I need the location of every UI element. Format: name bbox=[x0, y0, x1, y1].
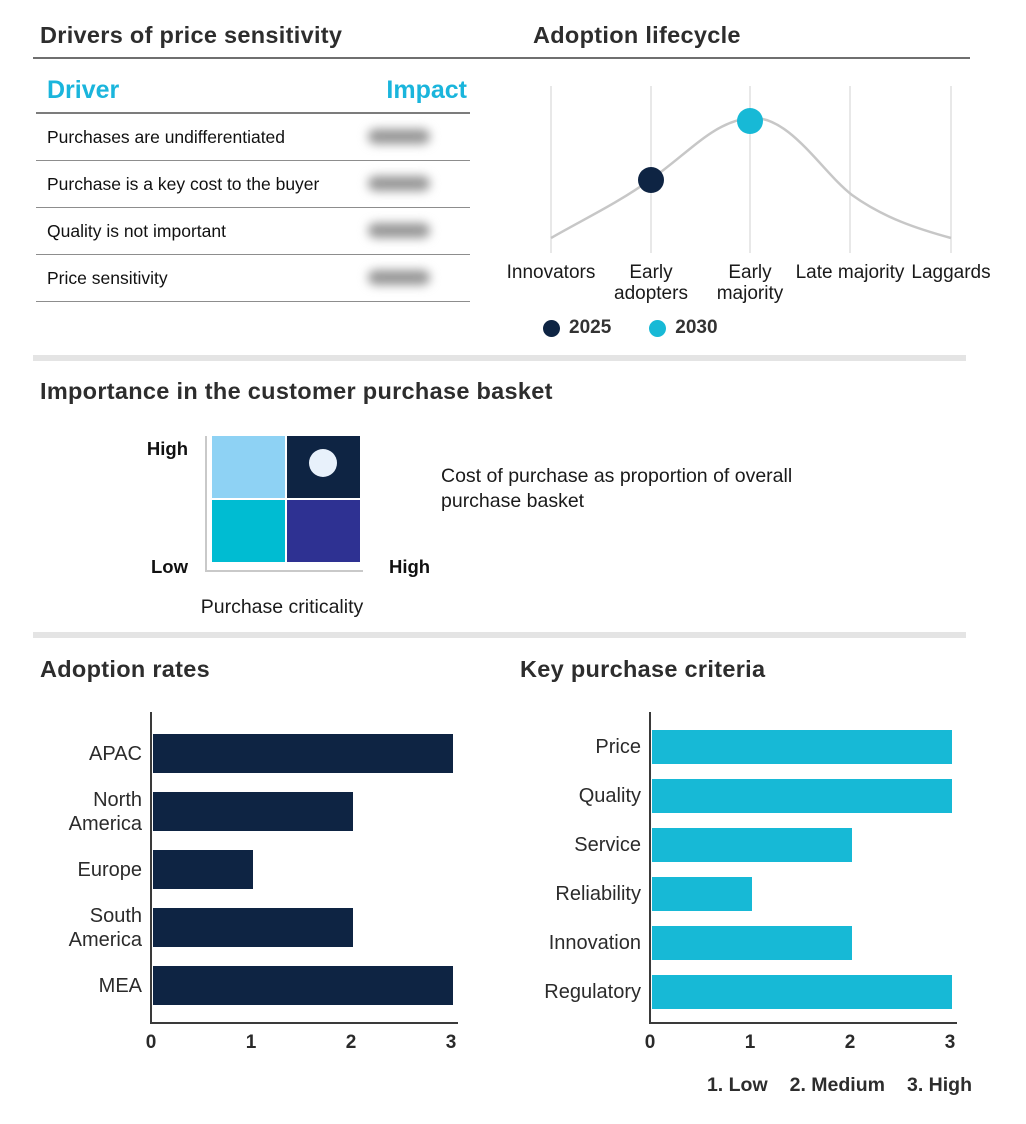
x-tick-label: 3 bbox=[944, 1032, 956, 1053]
impact-cell-blurred bbox=[368, 129, 430, 144]
x-tick-label: 1 bbox=[744, 1032, 756, 1053]
y-axis-line bbox=[649, 712, 651, 1022]
scale-note-medium: 2. Medium bbox=[789, 1074, 885, 1096]
category-label: South America bbox=[68, 904, 142, 951]
lifecycle-category-label: Innovators bbox=[506, 262, 596, 283]
lifecycle-legend: 2025 2030 bbox=[543, 317, 718, 339]
quadrant-bottom-left bbox=[212, 500, 285, 562]
legend-label: 2030 bbox=[675, 317, 718, 338]
matrix-y-axis-line bbox=[205, 436, 207, 572]
legend-label: 2025 bbox=[569, 317, 612, 338]
scale-note-low: 1. Low bbox=[706, 1074, 768, 1096]
quadrant-top-left bbox=[212, 436, 285, 498]
matrix-x-high-label: High bbox=[389, 556, 431, 577]
lifecycle-chart bbox=[550, 86, 952, 253]
category-label: Reliability bbox=[555, 883, 641, 905]
scale-note: 1. Low 2. Medium 3. High bbox=[530, 1074, 972, 1097]
category-label: APAC bbox=[89, 742, 142, 765]
x-tick-label: 2 bbox=[345, 1032, 357, 1053]
table-header: Driver Impact bbox=[47, 76, 467, 105]
bar bbox=[153, 850, 253, 889]
category-label: Regulatory bbox=[544, 981, 641, 1003]
category-label: Service bbox=[574, 834, 641, 856]
adoption-rates-chart: APAC North America Europe South America MEA 0… bbox=[32, 712, 462, 1062]
table-header-rule bbox=[36, 112, 470, 114]
scale-note-high: 3. High bbox=[906, 1074, 972, 1096]
bar bbox=[652, 730, 952, 764]
x-tick-label: 0 bbox=[145, 1032, 157, 1053]
matrix-y-low-label: Low bbox=[151, 556, 188, 577]
price-sensitivity-title: Drivers of price sensitivity bbox=[40, 22, 343, 48]
category-label: Quality bbox=[578, 785, 641, 807]
category-label: MEA bbox=[98, 974, 142, 997]
impact-cell-blurred bbox=[368, 270, 430, 285]
legend-dot-2025 bbox=[543, 319, 560, 337]
adoption-rates-title: Adoption rates bbox=[40, 656, 211, 682]
matrix-x-axis-title: Purchase criticality bbox=[200, 596, 364, 618]
bar bbox=[652, 975, 952, 1009]
lifecycle-category-label: Early adopters bbox=[614, 262, 688, 304]
bar bbox=[153, 966, 453, 1005]
x-axis-line bbox=[649, 1022, 957, 1024]
lifecycle-category-label: Laggards bbox=[911, 262, 991, 283]
category-label: North America bbox=[68, 788, 142, 835]
adoption-lifecycle-title: Adoption lifecycle bbox=[533, 22, 741, 48]
impact-cell-blurred bbox=[368, 176, 430, 191]
y-axis-line bbox=[150, 712, 152, 1022]
category-label: Europe bbox=[77, 858, 143, 881]
x-axis-line bbox=[150, 1022, 458, 1024]
table-row: Price sensitivity bbox=[36, 255, 470, 302]
matrix-y-high-label: High bbox=[146, 438, 188, 459]
driver-cell: Purchase is a key cost to the buyer bbox=[47, 173, 320, 194]
title-rule bbox=[33, 57, 970, 59]
table-row: Purchase is a key cost to the buyer bbox=[36, 161, 470, 208]
column-header-driver: Driver bbox=[47, 76, 120, 104]
bar bbox=[153, 734, 453, 773]
section-divider bbox=[33, 355, 966, 361]
table-row: Quality is not important bbox=[36, 208, 470, 255]
key-purchase-criteria-title: Key purchase criteria bbox=[520, 656, 766, 682]
bar bbox=[652, 828, 852, 862]
key-purchase-criteria-chart: Price Quality Service Reliability Innovation… bbox=[530, 712, 990, 1062]
bar bbox=[153, 908, 353, 947]
bar bbox=[652, 779, 952, 813]
importance-matrix bbox=[212, 436, 360, 562]
column-header-impact: Impact bbox=[386, 76, 467, 104]
matrix-annotation: Cost of purchase as proportion of overal… bbox=[441, 465, 793, 512]
driver-cell: Quality is not important bbox=[47, 220, 226, 241]
category-label: Price bbox=[595, 736, 641, 758]
legend-item-2030: 2030 bbox=[649, 317, 718, 339]
category-label: Innovation bbox=[548, 932, 641, 954]
bar bbox=[153, 792, 353, 831]
section-divider bbox=[33, 632, 966, 638]
driver-cell: Purchases are undifferentiated bbox=[47, 126, 286, 147]
matrix-x-axis-line bbox=[205, 570, 363, 572]
lifecycle-category-label: Late majority bbox=[795, 262, 905, 283]
lifecycle-point-2030 bbox=[737, 108, 763, 134]
x-tick-label: 0 bbox=[644, 1032, 656, 1053]
quadrant-top-right bbox=[287, 436, 360, 498]
lifecycle-point-2025 bbox=[638, 167, 664, 193]
bar bbox=[652, 926, 852, 960]
importance-matrix-title: Importance in the customer purchase bask… bbox=[40, 378, 553, 404]
table-row: Purchases are undifferentiated bbox=[36, 114, 470, 161]
lifecycle-category-label: Early majority bbox=[716, 262, 784, 304]
x-tick-label: 1 bbox=[245, 1032, 257, 1053]
impact-cell-blurred bbox=[368, 223, 430, 238]
bar bbox=[652, 877, 752, 911]
x-tick-label: 3 bbox=[445, 1032, 457, 1053]
x-tick-label: 2 bbox=[844, 1032, 856, 1053]
bell-curve bbox=[550, 116, 952, 240]
legend-dot-2030 bbox=[649, 319, 667, 337]
legend-item-2025: 2025 bbox=[543, 317, 611, 339]
driver-cell: Price sensitivity bbox=[47, 267, 168, 288]
drivers-table: Purchases are undifferentiated Purchase … bbox=[36, 114, 470, 302]
quadrant-bottom-right bbox=[287, 500, 360, 562]
matrix-marker-dot bbox=[309, 449, 337, 477]
